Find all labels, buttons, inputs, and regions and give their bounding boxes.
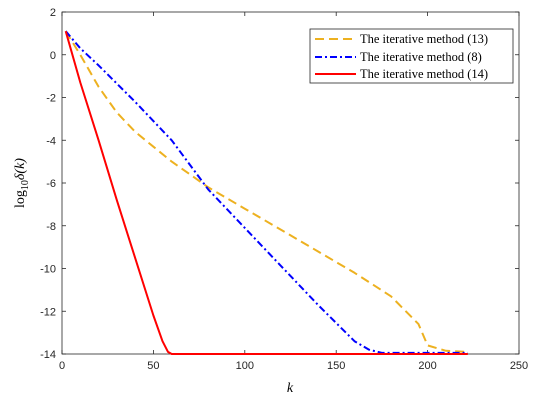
y-tick-label: 2 (50, 7, 56, 19)
y-tick-label: -2 (46, 93, 56, 105)
y-axis-title-tail: δ(k) (13, 158, 28, 180)
y-axis-title-main: log (13, 190, 28, 208)
y-tick-label: 0 (50, 50, 56, 62)
y-axis-title: log10δ(k) (13, 158, 31, 208)
legend-label-method-8: The iterative method (8) (360, 50, 482, 64)
x-tick-label: 250 (510, 360, 528, 372)
legend-label-method-13: The iterative method (13) (360, 32, 488, 46)
y-tick-label: -8 (46, 221, 56, 233)
y-axis-title-sub: 10 (20, 180, 31, 190)
series-line-method-14 (64, 30, 468, 355)
series-line-method-13 (64, 30, 468, 353)
y-tick-label: -14 (40, 349, 56, 361)
y-tick-label: -6 (46, 178, 56, 190)
x-tick-label: 200 (418, 360, 436, 372)
y-tick-label: -12 (40, 306, 56, 318)
series-lines (64, 30, 468, 355)
axis-ticks: 0 50 100 150 200 250 2 0 -2 -4 -6 -8 -10 -12 -14 (40, 7, 528, 372)
y-tick-label: -10 (40, 264, 56, 276)
x-axis-title: k (287, 381, 294, 396)
x-tick-label: 0 (59, 360, 65, 372)
legend: The iterative method (13) The iterative … (309, 28, 514, 84)
y-tick-label: -4 (46, 135, 56, 147)
x-tick-label: 50 (147, 360, 159, 372)
x-tick-label: 100 (236, 360, 254, 372)
legend-label-method-14: The iterative method (14) (360, 67, 488, 81)
svg-text:log10δ(k): log10δ(k) (13, 158, 31, 208)
series-line-method-8 (64, 30, 468, 354)
x-tick-label: 150 (327, 360, 345, 372)
